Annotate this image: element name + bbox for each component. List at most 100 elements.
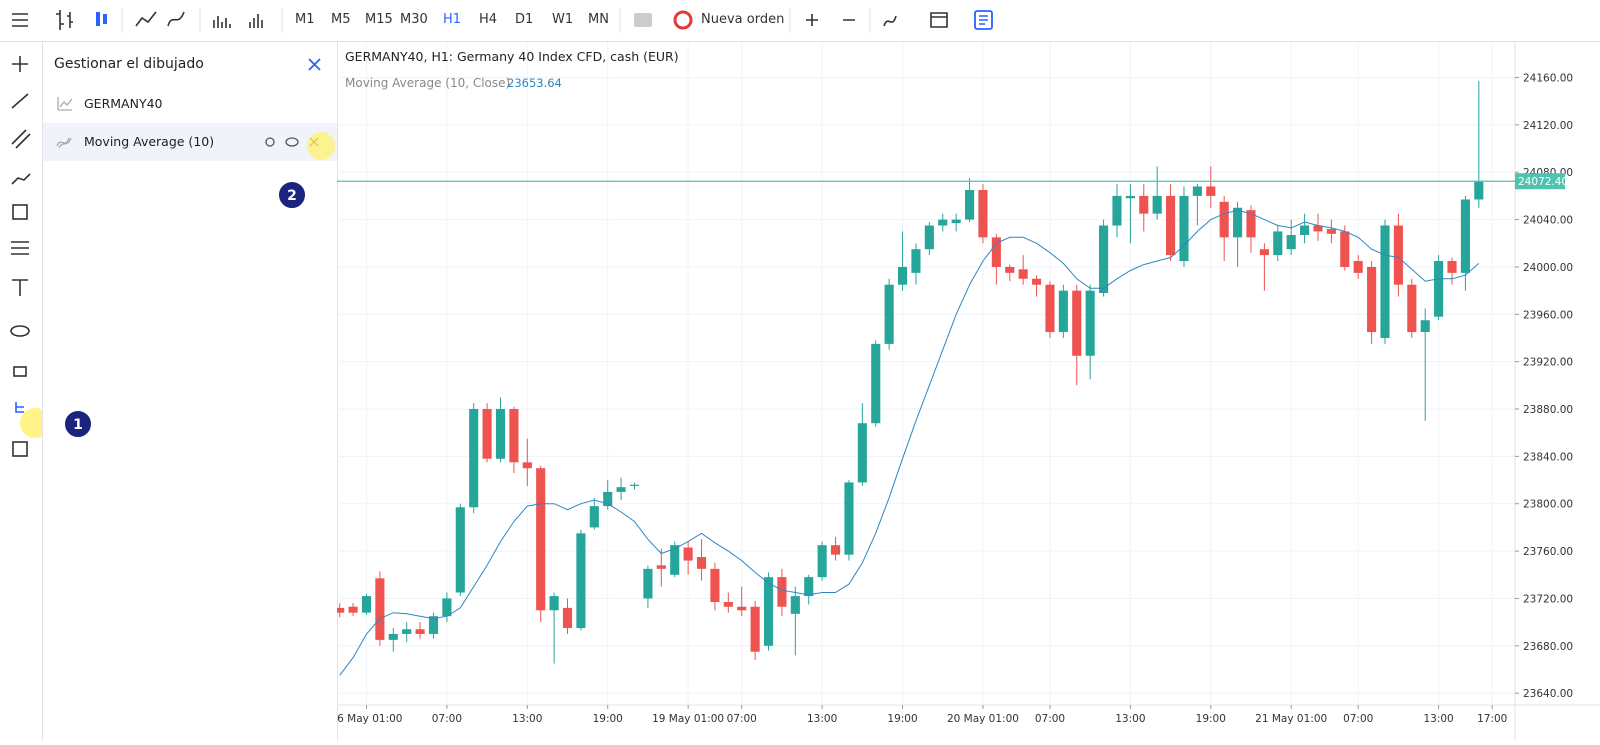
candle-body [1018, 269, 1028, 279]
timeframe[interactable]: W1 [552, 12, 574, 27]
candle-body [549, 596, 559, 611]
close-panel[interactable] [305, 55, 325, 75]
timeframe[interactable]: H4 [479, 12, 498, 27]
left-icons [10, 56, 50, 457]
line-icons[interactable] [135, 11, 185, 27]
path-tool[interactable] [11, 173, 31, 185]
candle-body [1420, 320, 1430, 333]
order-icon[interactable] [673, 10, 693, 30]
volume-icons[interactable] [213, 14, 263, 28]
line-tool[interactable] [11, 93, 29, 109]
tool-icons[interactable] [883, 12, 948, 28]
candle-body [978, 189, 988, 238]
indicator-label: Moving Average (10, Close) [345, 76, 510, 90]
tree-icon[interactable] [15, 402, 24, 413]
new-order[interactable]: Nueva orden [701, 12, 785, 27]
x-tick-label: 07:00 [1035, 713, 1065, 725]
timeframe-active[interactable]: H1 [443, 12, 462, 27]
candle-body [1032, 278, 1042, 285]
candle-body [938, 219, 948, 226]
candle-body [388, 633, 398, 640]
candle-body [723, 601, 733, 607]
y-tick-label: 23680.00 [1523, 641, 1573, 653]
candle-body [428, 616, 439, 634]
toolbar: M1 M5 M15 M30 H1 H4 D1 W1 MN Nueva orden [0, 0, 1600, 42]
candle-body [1125, 195, 1135, 199]
lock-icon[interactable] [13, 366, 27, 377]
notes-icon[interactable] [974, 10, 993, 30]
timeframe[interactable]: M1 [295, 12, 315, 27]
candle-body [871, 343, 881, 424]
candle-body [509, 409, 519, 463]
candle-body [911, 249, 921, 273]
price-label: 24072.40 [1518, 176, 1568, 188]
candle-body [844, 482, 854, 555]
drawing-panel: Gestionar el dibujado GERMANY40 Moving A… [43, 42, 338, 741]
shape-tool[interactable] [12, 204, 28, 220]
chart-title: GERMANY40, H1: Germany 40 Index CFD, cas… [345, 49, 679, 64]
left-toolbar [0, 42, 50, 741]
candle-body [469, 409, 479, 508]
channel-tool[interactable] [11, 129, 31, 149]
candle-body [1139, 195, 1149, 214]
timeframe[interactable]: M15 [365, 12, 393, 27]
y-tick-label: 23640.00 [1523, 688, 1573, 700]
trade-icon[interactable] [634, 13, 652, 27]
y-tick-label: 23920.00 [1523, 357, 1573, 369]
candle-body [1072, 290, 1082, 356]
fib-tool[interactable] [11, 241, 29, 255]
toolbar-icons [12, 8, 993, 33]
candle-body [1192, 186, 1202, 196]
crosshair-icon[interactable] [12, 56, 28, 72]
candle-body [375, 578, 385, 640]
candle-body [817, 545, 827, 578]
timeframe[interactable]: MN [588, 12, 609, 27]
candle-body [1407, 284, 1417, 333]
text-tool[interactable] [12, 279, 28, 296]
candle-body [442, 598, 452, 617]
y-tick-label: 24000.00 [1523, 262, 1573, 274]
layers-icon[interactable] [12, 441, 28, 457]
candle-body [1045, 284, 1055, 333]
candle-body [495, 409, 506, 459]
menu-icon[interactable] [12, 13, 28, 27]
candle-body [763, 577, 774, 646]
candle-body [1246, 210, 1256, 238]
candle-body [897, 266, 908, 285]
axes: 24160.0024120.0024080.0024040.0024000.00… [337, 42, 1600, 741]
x-tick-label: 19 May 01:00 [652, 713, 724, 725]
candle-body [1206, 186, 1216, 196]
visibility-button[interactable] [285, 137, 299, 147]
settings-button[interactable] [265, 137, 275, 147]
candle-body [830, 545, 841, 555]
timeframe[interactable]: M5 [331, 12, 351, 27]
candle-body [337, 607, 345, 613]
y-tick-label: 23840.00 [1523, 451, 1573, 463]
candle-body [1300, 225, 1310, 235]
candle-body [1058, 290, 1068, 333]
timeframe[interactable]: M30 [400, 12, 428, 27]
candle-body [1219, 201, 1229, 238]
candle-body [1233, 207, 1243, 238]
bars-icon[interactable] [56, 10, 73, 30]
candle-body [857, 423, 867, 483]
x-tick-label: 19:00 [887, 713, 917, 725]
candle-body [576, 533, 586, 629]
candle-body [804, 577, 814, 597]
candle-body [482, 409, 492, 459]
y-tick-label: 24120.00 [1523, 120, 1573, 132]
candle-body [629, 484, 640, 486]
panel-item[interactable]: GERMANY40 [43, 85, 337, 123]
candle-body [790, 596, 800, 614]
eye-icon[interactable] [10, 325, 30, 337]
x-tick-label: 16 May 01:00 [337, 713, 402, 725]
candle-body [656, 565, 666, 569]
candle-body [964, 189, 975, 220]
candle-body [750, 606, 760, 652]
candle-body [402, 629, 412, 634]
panel-item-selected[interactable]: Moving Average (10) [43, 123, 337, 161]
candle-body [1259, 249, 1269, 256]
zoom-icons[interactable] [806, 14, 855, 26]
y-tick-label: 24040.00 [1523, 215, 1573, 227]
timeframe[interactable]: D1 [515, 12, 534, 27]
